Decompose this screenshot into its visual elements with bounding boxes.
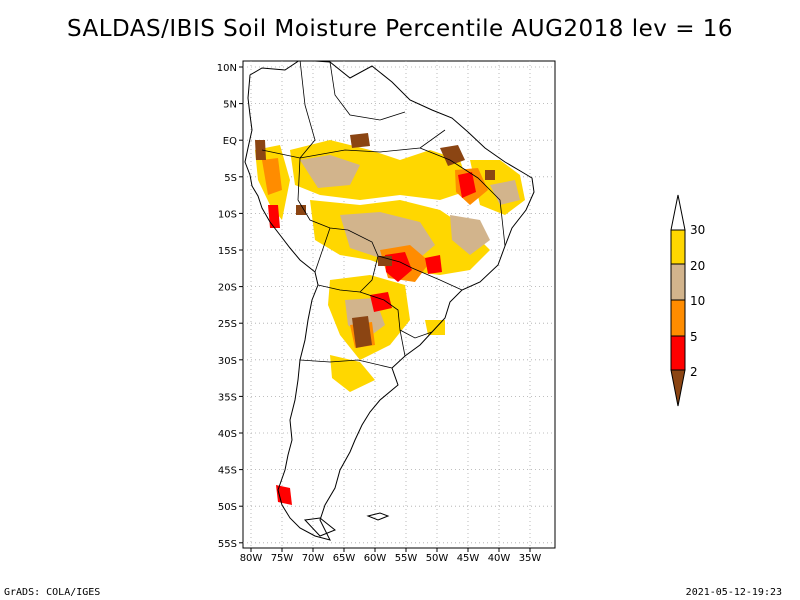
lat-tick-label: 5N [223, 100, 237, 111]
shade-red-andes [268, 205, 280, 228]
legend-swatch-above-30 [670, 194, 686, 231]
south-america-outline [244, 61, 535, 541]
lon-tick-label: 70W [302, 553, 325, 564]
shade-tan-east [450, 215, 490, 255]
shade-brown-central2 [296, 205, 306, 215]
lat-tick-label: 25S [218, 319, 237, 330]
tierra-del-fuego [303, 517, 336, 537]
falkland-islands [366, 512, 390, 521]
lat-tick-label: 30S [218, 356, 237, 367]
lat-tick-label: 55S [218, 539, 237, 550]
lon-tick-label: 65W [333, 553, 356, 564]
lat-tick-label: 10S [218, 209, 237, 220]
shade-tan-north [300, 155, 360, 188]
lat-tick-label: 15S [218, 246, 237, 257]
shade-orange-west [262, 158, 282, 195]
country-borders [261, 61, 506, 369]
longitude-labels: 80W 75W 70W 65W 60W 55W 50W 45W 40W 35W [240, 548, 542, 564]
shade-brown-north [440, 145, 465, 166]
legend-swatch-below-2 [670, 369, 686, 407]
footer-timestamp: 2021-05-12-19:23 [685, 587, 782, 598]
lon-tick-label: 50W [426, 553, 449, 564]
map-title: SALDAS/IBIS Soil Moisture Percentile AUG… [66, 16, 734, 42]
legend-label-5: 5 [690, 330, 698, 344]
legend-label-20: 20 [690, 259, 705, 273]
lon-tick-label: 40W [488, 553, 511, 564]
lon-tick-label: 75W [271, 553, 294, 564]
shade-brown-west [255, 140, 266, 160]
lon-tick-label: 55W [395, 553, 418, 564]
lat-tick-label: EQ [223, 136, 237, 147]
legend-swatch-5-10 [670, 299, 686, 337]
shade-south-coast [425, 320, 445, 335]
shade-red-ne [458, 172, 476, 198]
legend-swatch-10-20 [670, 263, 686, 301]
shade-pampas [330, 355, 375, 392]
legend-colorbar: 30 20 10 5 2 [670, 194, 705, 407]
shade-tan-coast [490, 180, 520, 205]
lat-tick-label: 45S [218, 466, 237, 477]
coastline [244, 61, 535, 541]
latitude-labels: 10N 5N EQ 5S 10S 15S 20S 25S 30S 35S 40S 45S 50S 55S [217, 63, 243, 550]
shade-brown-ne2 [485, 170, 495, 180]
soil-moisture-shading [255, 133, 525, 505]
shade-brown-amazon [350, 133, 370, 148]
shade-red-south [276, 485, 292, 505]
lat-tick-label: 5S [224, 173, 237, 184]
lat-tick-label: 20S [218, 283, 237, 294]
footer-credit: GrADS: COLA/IGES [4, 587, 101, 598]
lon-tick-label: 80W [240, 553, 263, 564]
lon-tick-label: 35W [519, 553, 542, 564]
legend-label-10: 10 [690, 294, 705, 308]
legend-label-2: 2 [690, 365, 698, 379]
lon-tick-label: 45W [457, 553, 480, 564]
lat-tick-label: 40S [218, 429, 237, 440]
legend-swatch-20-30 [670, 229, 686, 265]
lat-tick-label: 10N [217, 63, 237, 74]
shade-red-east [425, 255, 442, 274]
lat-tick-label: 50S [218, 502, 237, 513]
legend-swatch-2-5 [670, 335, 686, 371]
lat-tick-label: 35S [218, 392, 237, 403]
lon-tick-label: 60W [364, 553, 387, 564]
legend-label-30: 30 [690, 223, 705, 237]
shade-brown-chaco [352, 316, 372, 348]
